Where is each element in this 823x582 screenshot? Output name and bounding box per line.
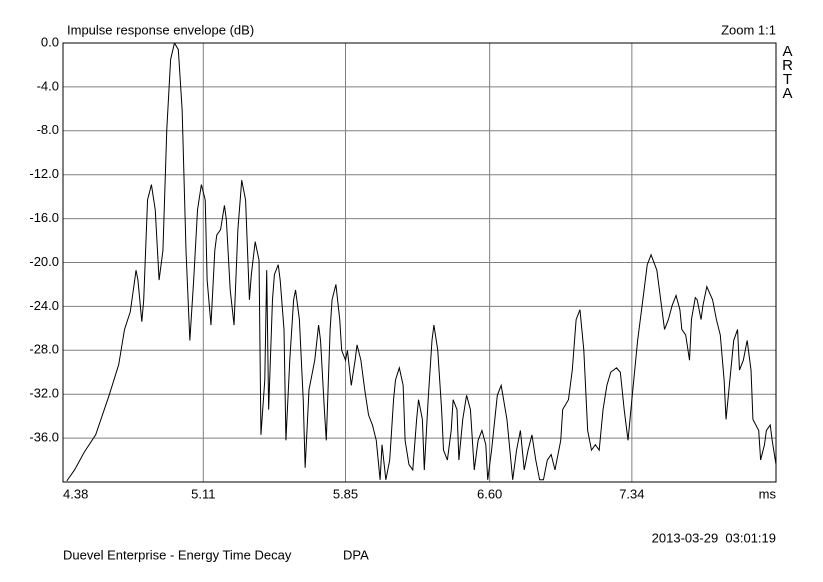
timestamp: 2013-03-29 03:01:19 xyxy=(652,530,776,545)
y-tick-label: -4.0 xyxy=(37,78,59,93)
envelope-line xyxy=(66,43,776,482)
y-tick-label: -20.0 xyxy=(29,254,59,269)
zoom-label: Zoom 1:1 xyxy=(721,22,776,37)
x-tick-label: 5.85 xyxy=(333,486,358,501)
y-tick-label: -16.0 xyxy=(29,210,59,225)
y-tick-label: -32.0 xyxy=(29,386,59,401)
y-tick-label: -8.0 xyxy=(37,122,59,137)
y-tick-label: -28.0 xyxy=(29,342,59,357)
footer-right: DPA xyxy=(343,547,369,562)
x-tick-label: 7.34 xyxy=(619,486,644,501)
y-tick-label: -24.0 xyxy=(29,298,59,313)
y-tick-label: -36.0 xyxy=(29,430,59,445)
plot-frame xyxy=(62,42,777,483)
x-tick-label: 4.38 xyxy=(63,486,88,501)
x-tick-label: 5.11 xyxy=(191,486,215,501)
brand: ARTA xyxy=(779,43,796,99)
chart-title: Impulse response envelope (dB) xyxy=(67,22,254,37)
x-axis-label: ms xyxy=(759,486,777,501)
x-tick-label: 6.60 xyxy=(477,486,502,501)
y-tick-label: 0.0 xyxy=(41,34,59,49)
y-tick-label: -12.0 xyxy=(29,166,59,181)
footer: Duevel Enterprise - Energy Time Decay xyxy=(63,547,292,562)
